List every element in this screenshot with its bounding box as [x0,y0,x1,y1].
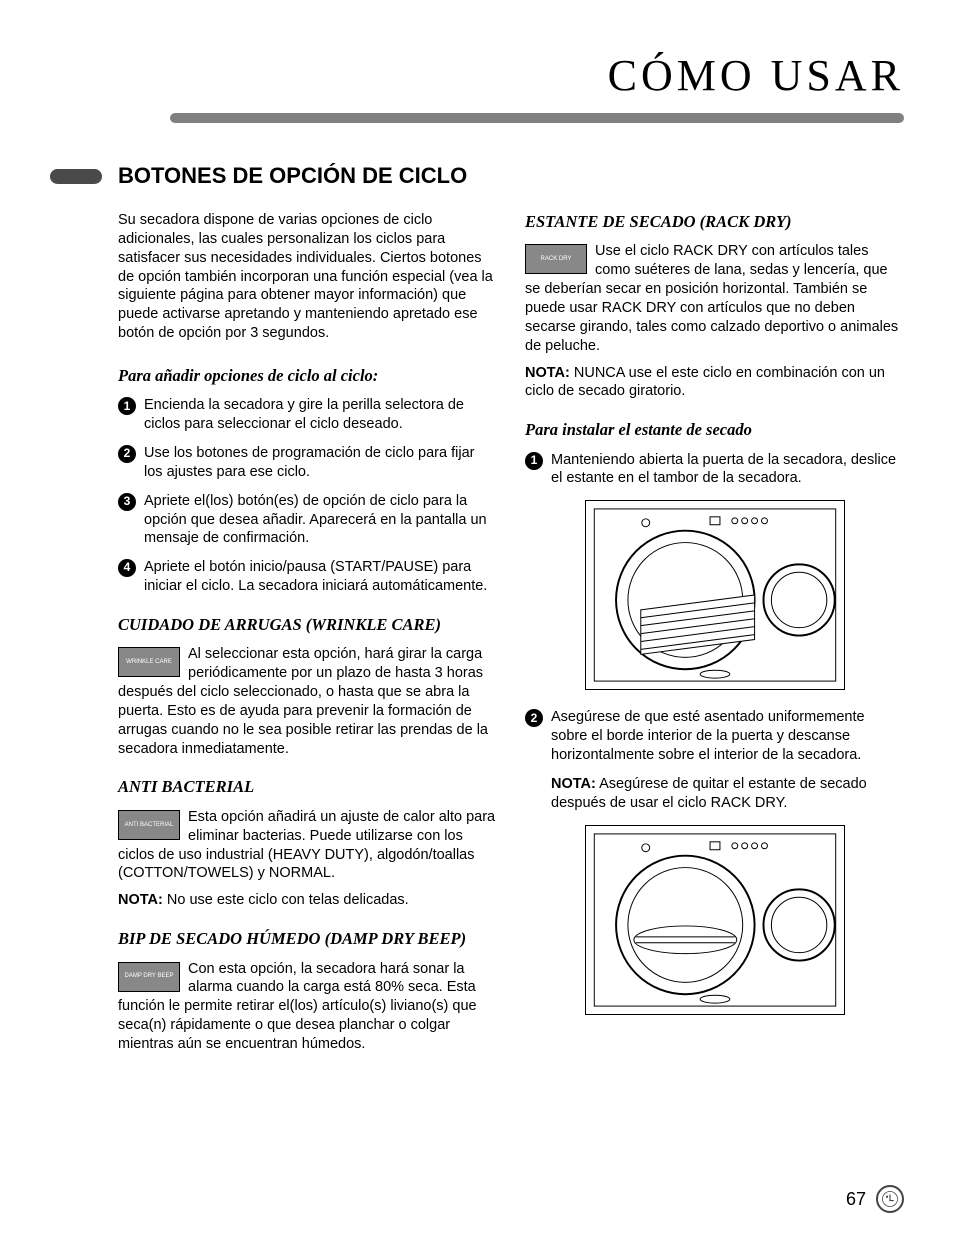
right-column: ESTANTE DE SECADO (RACK DRY) RACK DRY Us… [525,211,904,1060]
page-footer: 67 [846,1185,904,1213]
note-text: Asegúrese de quitar el estante de secado… [551,776,867,811]
damp-dry-button-icon: DAMP DRY BEEP [118,962,180,992]
step-number-icon: 1 [525,452,543,470]
section-title: BOTONES DE OPCIÓN DE CICLO [118,163,467,189]
note-label: NOTA: [525,365,570,381]
step-number-icon: 3 [118,493,136,511]
wrinkle-care-heading: CUIDADO DE ARRUGAS (WRINKLE CARE) [118,614,497,635]
intro-paragraph: Su secadora dispone de varias opciones d… [118,211,497,343]
antibacterial-button-icon: ANTI BACTERIAL [118,810,180,840]
section-bullet-icon [50,169,102,184]
note-text: No use este ciclo con telas delicadas. [167,892,409,908]
note-label: NOTA: [118,892,163,908]
step-text: Encienda la secadora y gire la perilla s… [144,396,497,434]
note-label: NOTA: [551,776,596,792]
title-divider-bar [170,113,904,123]
step-text: Apriete el botón inicio/pausa (START/PAU… [144,558,497,596]
add-options-heading: Para añadir opciones de ciclo al ciclo: [118,365,497,386]
dryer-rack-insert-diagram [585,500,845,690]
dryer-rack-installed-diagram [585,825,845,1015]
step-number-icon: 2 [525,709,543,727]
step-text: Apriete el(los) botón(es) de opción de c… [144,492,497,549]
rack-dry-feature: RACK DRY Use el ciclo RACK DRY con artíc… [525,242,904,355]
step-row: 1 Manteniendo abierta la puerta de la se… [525,451,904,489]
wrinkle-care-button-icon: WRINKLE CARE [118,647,180,677]
wrinkle-care-feature: WRINKLE CARE Al seleccionar esta opción,… [118,645,497,758]
lg-logo-icon [876,1185,904,1213]
step-row: 2 Use los botones de programación de cic… [118,444,497,482]
rack-dry-note: NOTA: NUNCA use el este ciclo en combina… [525,364,904,402]
content-columns: Su secadora dispone de varias opciones d… [50,211,904,1060]
antibacterial-feature: ANTI BACTERIAL Esta opción añadirá un aj… [118,808,497,910]
step-number-icon: 4 [118,559,136,577]
step-number-icon: 1 [118,397,136,415]
page-title: CÓMO USAR [50,50,904,101]
step-number-icon: 2 [118,445,136,463]
step-text: Asegúrese de que esté asentado uniformem… [551,708,904,765]
left-column: Su secadora dispone de varias opciones d… [118,211,497,1060]
page-number: 67 [846,1189,866,1210]
step-row: 3 Apriete el(los) botón(es) de opción de… [118,492,497,549]
rack-dry-heading: ESTANTE DE SECADO (RACK DRY) [525,211,904,232]
step-row: 1 Encienda la secadora y gire la perilla… [118,396,497,434]
install-heading: Para instalar el estante de secado [525,419,904,440]
install-note: NOTA: Asegúrese de quitar el estante de … [551,775,904,813]
section-header: BOTONES DE OPCIÓN DE CICLO [50,163,904,189]
step-text: Manteniendo abierta la puerta de la seca… [551,451,904,489]
note-text: NUNCA use el este ciclo en combinación c… [525,365,885,400]
rack-dry-button-icon: RACK DRY [525,244,587,274]
antibacterial-note: NOTA: No use este ciclo con telas delica… [118,891,497,910]
damp-dry-heading: BIP DE SECADO HÚMEDO (DAMP DRY BEEP) [118,928,497,949]
damp-dry-feature: DAMP DRY BEEP Con esta opción, la secado… [118,960,497,1054]
antibacterial-heading: ANTI BACTERIAL [118,776,497,797]
step-row: 2 Asegúrese de que esté asentado uniform… [525,708,904,765]
step-row: 4 Apriete el botón inicio/pausa (START/P… [118,558,497,596]
step-text: Use los botones de programación de ciclo… [144,444,497,482]
